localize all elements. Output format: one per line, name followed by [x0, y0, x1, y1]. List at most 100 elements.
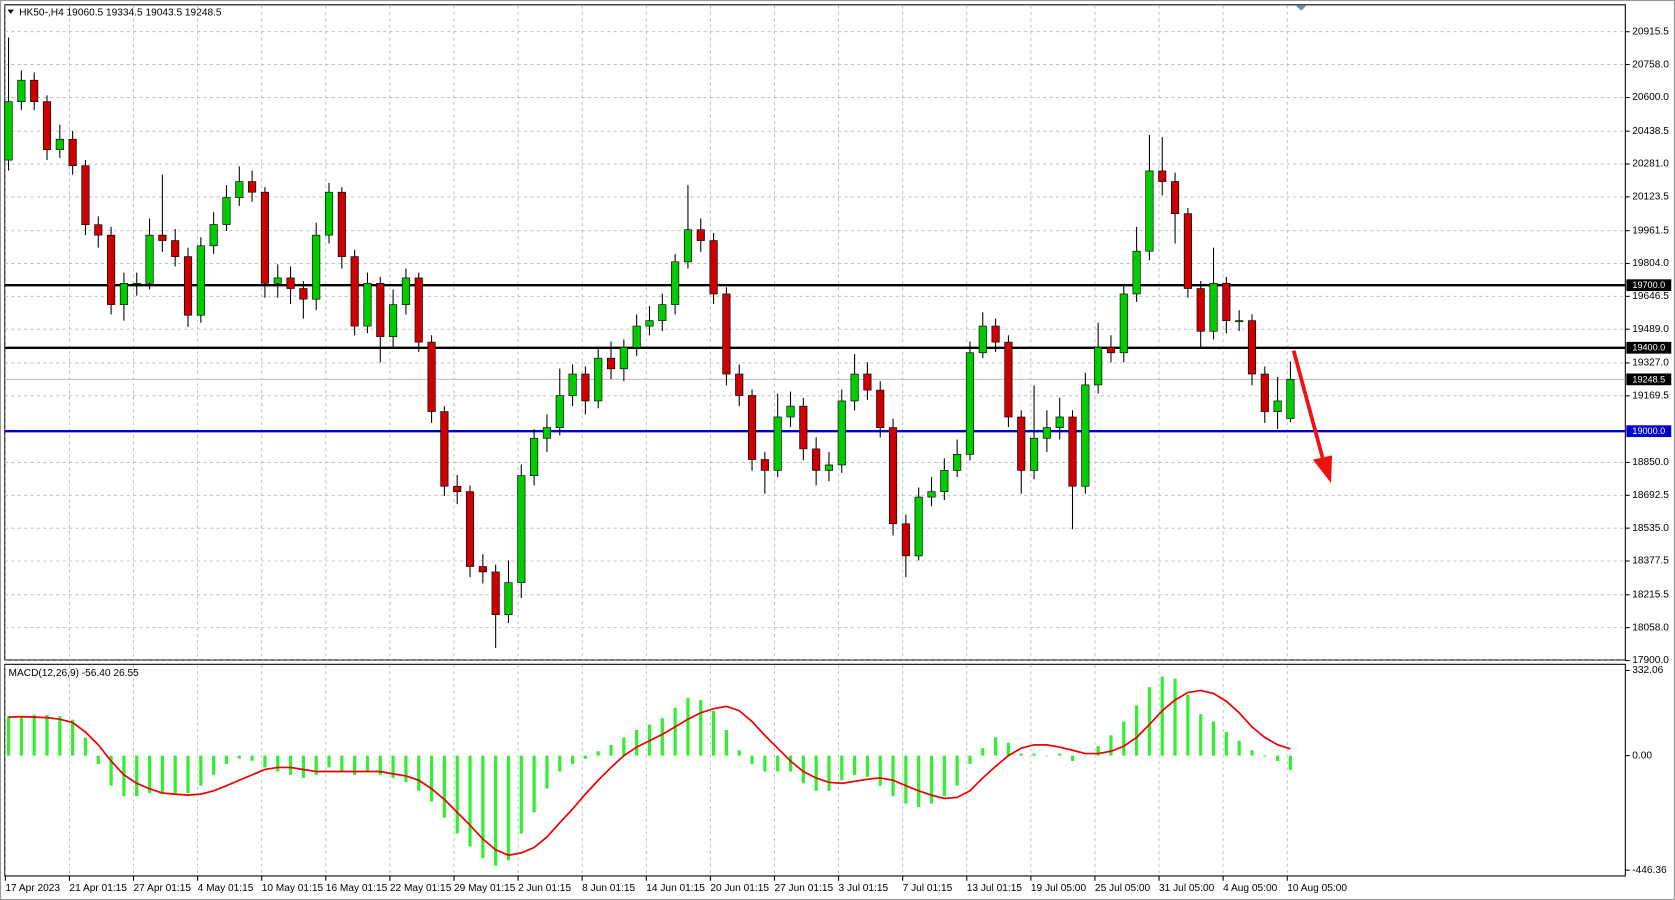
y-tick-label: 19169.5 [1632, 391, 1669, 402]
macd-bar [1070, 755, 1075, 762]
x-tick-label: 4 May 01:15 [198, 883, 254, 894]
macd-bar [711, 710, 716, 756]
macd-bar [660, 718, 664, 756]
macd-bar [314, 755, 318, 775]
candle-body [1132, 250, 1141, 295]
macd-bar [1276, 755, 1280, 762]
macd-bar [699, 699, 703, 756]
level-tag [1626, 341, 1672, 354]
macd-bar [1019, 753, 1023, 756]
candle-body [1145, 170, 1154, 252]
macd-bar [596, 751, 600, 756]
candle-body [260, 191, 269, 284]
macd-bar [6, 716, 11, 756]
macd-bar [1122, 721, 1126, 756]
macd-bar [404, 755, 408, 783]
candle-body [1042, 427, 1051, 439]
candle-body [747, 395, 757, 460]
candle-body [1119, 293, 1128, 354]
candle-body [696, 229, 705, 241]
macd-bar [19, 716, 23, 756]
macd-bar [173, 755, 177, 794]
macd-bar [58, 716, 62, 756]
y-tick-label: 19489.0 [1632, 324, 1669, 335]
x-tick-label: 27 Apr 01:15 [134, 883, 192, 894]
macd-bar [122, 755, 126, 797]
y-tick-label: 20758.0 [1632, 59, 1669, 70]
macd-bar [32, 714, 36, 756]
candle-body [542, 427, 551, 439]
y-tick-label: 332.06 [1632, 665, 1663, 676]
macd-bar [635, 729, 639, 756]
macd-bar [1250, 750, 1254, 756]
shift-marker [1295, 5, 1307, 11]
macd-bar [763, 755, 767, 772]
macd-bar [109, 755, 113, 786]
candle-body [171, 240, 180, 257]
y-tick-label: 20281.0 [1632, 159, 1669, 170]
candle-body [927, 491, 936, 498]
candle-body [273, 277, 282, 284]
macd-bar [583, 755, 587, 759]
macd-bar [481, 755, 485, 859]
macd-bar [160, 755, 164, 794]
macd-bar [1224, 732, 1228, 756]
candle-body [222, 197, 231, 225]
candle-body [760, 459, 769, 471]
candle-body [4, 101, 13, 161]
candle-body [683, 229, 693, 263]
y-tick-label: 18215.5 [1632, 589, 1669, 600]
x-tick-label: 7 Jul 01:15 [903, 883, 953, 894]
macd-bar [237, 755, 241, 759]
level-tag [1626, 279, 1672, 292]
y-tick-label: 19961.5 [1632, 225, 1669, 236]
macd-bar [852, 755, 857, 775]
candle-body [953, 454, 962, 471]
candle-body [1196, 288, 1205, 332]
x-tick-label: 29 May 01:15 [454, 883, 516, 894]
macd-bar [45, 715, 49, 756]
x-tick-label: 21 Apr 01:15 [69, 883, 127, 894]
price-panel [4, 4, 1626, 661]
candle-body [1183, 213, 1192, 289]
macd-bar [1109, 735, 1113, 756]
y-tick-label: -446.36 [1632, 865, 1667, 876]
macd-bar [353, 755, 357, 775]
candle-body [478, 566, 487, 573]
y-tick-label: 18058.0 [1632, 622, 1669, 633]
candle-body [709, 240, 718, 295]
macd-bar [814, 755, 818, 791]
x-tick-label: 14 Jun 01:15 [646, 883, 705, 894]
macd-bar [532, 755, 536, 813]
y-tick-label: 18535.0 [1632, 523, 1669, 534]
candle-body [376, 283, 385, 338]
candle-body [850, 373, 859, 402]
macd-bar [276, 755, 280, 772]
macd-bar [1096, 746, 1100, 756]
menu-arrow[interactable] [7, 9, 14, 14]
level-label: 19000.0 [1632, 426, 1665, 436]
candle-body [1247, 320, 1257, 375]
macd-bar [1199, 714, 1203, 756]
macd-bar [71, 719, 75, 756]
macd-bar [891, 755, 895, 797]
candle-body [183, 256, 193, 316]
x-tick-label: 3 Jul 01:15 [839, 883, 889, 894]
macd-bar [929, 755, 934, 804]
candle-body [17, 79, 26, 103]
macd-bar [942, 755, 946, 797]
chart-title: HK50-,H4 19060.5 19334.5 19043.5 19248.5 [19, 8, 222, 19]
x-tick-label: 13 Jul 01:15 [967, 883, 1023, 894]
signal-line [8, 689, 1291, 857]
macd-bar [340, 755, 344, 772]
candle-body [209, 224, 218, 247]
trend-arrow [1291, 350, 1325, 458]
x-tick-label: 27 Jun 01:15 [774, 883, 833, 894]
macd-bar [801, 755, 805, 784]
x-tick-label: 25 Jul 05:00 [1095, 883, 1151, 894]
level-label: 19400.0 [1632, 343, 1665, 353]
candle-body [901, 523, 910, 557]
y-tick-label: 18377.5 [1632, 556, 1669, 567]
candle-body [658, 304, 667, 321]
candle-body [863, 373, 872, 391]
